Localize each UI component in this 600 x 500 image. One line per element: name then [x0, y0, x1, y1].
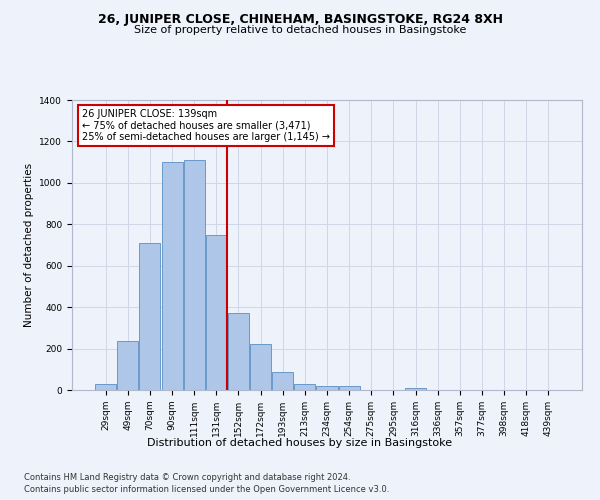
Text: Distribution of detached houses by size in Basingstoke: Distribution of detached houses by size … — [148, 438, 452, 448]
Text: 26, JUNIPER CLOSE, CHINEHAM, BASINGSTOKE, RG24 8XH: 26, JUNIPER CLOSE, CHINEHAM, BASINGSTOKE… — [97, 12, 503, 26]
Bar — [228, 314, 249, 390]
Bar — [295, 384, 316, 390]
Bar — [118, 342, 139, 390]
Bar — [316, 386, 338, 390]
Bar — [184, 160, 205, 390]
Text: Contains public sector information licensed under the Open Government Licence v3: Contains public sector information licen… — [24, 485, 389, 494]
Bar — [272, 372, 293, 390]
Text: Size of property relative to detached houses in Basingstoke: Size of property relative to detached ho… — [134, 25, 466, 35]
Text: Contains HM Land Registry data © Crown copyright and database right 2024.: Contains HM Land Registry data © Crown c… — [24, 472, 350, 482]
Y-axis label: Number of detached properties: Number of detached properties — [24, 163, 34, 327]
Bar — [139, 243, 160, 390]
Text: 26 JUNIPER CLOSE: 139sqm
← 75% of detached houses are smaller (3,471)
25% of sem: 26 JUNIPER CLOSE: 139sqm ← 75% of detach… — [82, 108, 330, 142]
Bar — [161, 162, 182, 390]
Bar — [250, 344, 271, 390]
Bar — [206, 234, 227, 390]
Bar — [405, 388, 426, 390]
Bar — [95, 384, 116, 390]
Bar — [338, 386, 359, 390]
